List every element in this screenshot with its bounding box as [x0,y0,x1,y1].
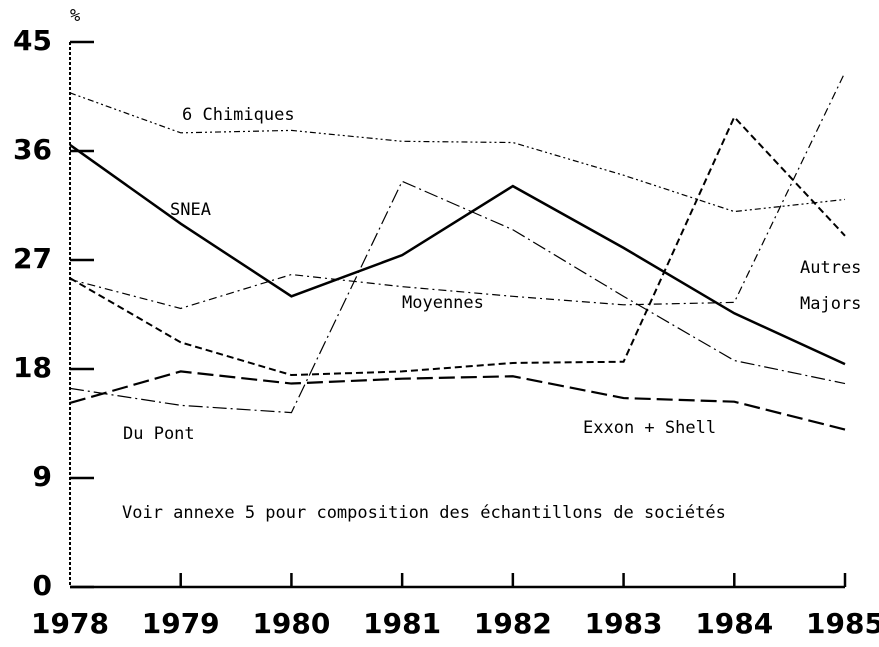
y-tick-label: 18 [13,351,52,384]
x-tick-label: 1985 [806,607,879,640]
series-label: SNEA [170,200,211,220]
x-tick-label: 1983 [585,607,663,640]
series-label: 6 Chimiques [182,105,295,125]
y-tick-label: 36 [13,133,52,166]
y-axis-label: % [70,6,80,26]
series-label-line: Autres [800,258,861,278]
y-tick-label: 45 [13,24,52,57]
series-line [69,143,846,366]
series-label-line: Majors [800,294,861,314]
x-tick-label: 1978 [31,607,109,640]
series-label: Exxon + Shell [583,418,716,438]
x-tick-label: 1981 [363,607,441,640]
y-tick-label: 9 [33,460,52,493]
series-label: Autres Majors [800,258,861,314]
series-line [69,92,846,213]
series-line [69,115,846,377]
x-tick-label: 1982 [474,607,552,640]
x-tick-label: 1984 [695,607,773,640]
x-tick-label: 1979 [142,607,220,640]
y-tick-label: 27 [13,242,52,275]
series-line [69,370,846,431]
series-label: Moyennes [402,293,484,313]
series-line [69,72,846,310]
y-tick-label: 0 [33,569,52,602]
series-label: Du Pont [123,424,195,444]
x-tick-label: 1980 [252,607,330,640]
series-line [69,180,846,414]
annotation: Voir annexe 5 pour composition des échan… [122,503,726,523]
